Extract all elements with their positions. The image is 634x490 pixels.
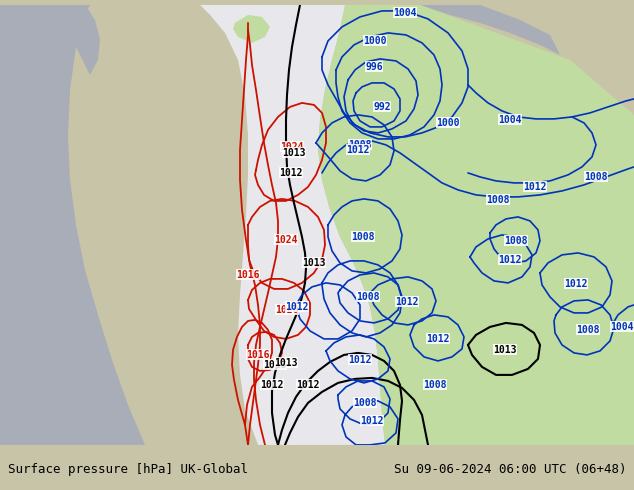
- Text: 1016: 1016: [236, 270, 260, 280]
- Text: 1008: 1008: [424, 380, 447, 390]
- Text: 1024: 1024: [280, 142, 304, 152]
- Text: 1008: 1008: [351, 232, 375, 242]
- Polygon shape: [318, 5, 634, 445]
- Text: 1024: 1024: [275, 235, 298, 245]
- Polygon shape: [233, 15, 270, 43]
- Text: 1012: 1012: [523, 182, 547, 192]
- Text: 1004: 1004: [393, 8, 417, 18]
- Text: 1012: 1012: [395, 297, 418, 307]
- Text: 1008: 1008: [585, 172, 608, 182]
- Text: 1008: 1008: [486, 195, 510, 205]
- Text: 1012: 1012: [279, 168, 303, 178]
- Text: 1013: 1013: [282, 148, 306, 158]
- Polygon shape: [0, 5, 100, 75]
- Text: 1004: 1004: [611, 322, 634, 332]
- Text: 1008: 1008: [504, 236, 527, 246]
- Text: 1012: 1012: [348, 355, 372, 365]
- Text: 1013: 1013: [302, 258, 326, 268]
- Text: 1012: 1012: [426, 334, 450, 344]
- Text: 1013: 1013: [263, 360, 287, 370]
- Text: 996: 996: [365, 62, 383, 72]
- Text: 1020: 1020: [275, 305, 299, 315]
- Text: 1012: 1012: [346, 145, 370, 155]
- Text: 1013: 1013: [493, 345, 517, 355]
- Text: 1016: 1016: [246, 350, 269, 360]
- Text: 1012: 1012: [360, 416, 384, 426]
- Text: 1008: 1008: [576, 325, 600, 335]
- Polygon shape: [200, 5, 385, 445]
- Text: 992: 992: [373, 102, 391, 112]
- Text: 1008: 1008: [353, 398, 377, 408]
- Text: 1012: 1012: [564, 279, 588, 289]
- Polygon shape: [0, 5, 145, 445]
- Text: 1008: 1008: [356, 292, 380, 302]
- Text: 1000: 1000: [363, 36, 387, 46]
- Polygon shape: [420, 5, 560, 55]
- Text: 1012: 1012: [260, 380, 284, 390]
- Text: 1012: 1012: [296, 380, 320, 390]
- Text: 1013: 1013: [275, 358, 298, 368]
- Text: 1008: 1008: [348, 140, 372, 150]
- Text: 1000: 1000: [436, 118, 460, 128]
- Text: 1012: 1012: [285, 302, 309, 312]
- Text: 1004: 1004: [498, 115, 522, 125]
- Text: Su 09-06-2024 06:00 UTC (06+48): Su 09-06-2024 06:00 UTC (06+48): [394, 464, 626, 476]
- Text: Surface pressure [hPa] UK-Global: Surface pressure [hPa] UK-Global: [8, 464, 248, 476]
- Text: 1012: 1012: [498, 255, 522, 265]
